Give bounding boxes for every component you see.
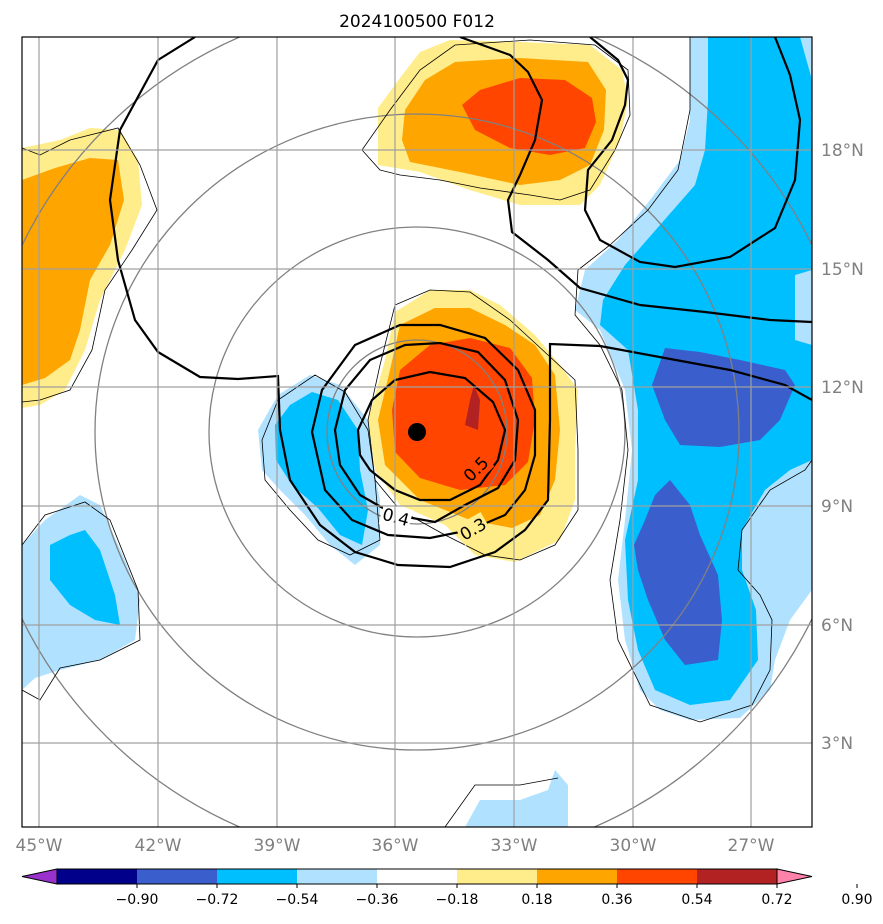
lat-tick-label: 15°N bbox=[821, 260, 864, 280]
thin-contour-center bbox=[367, 289, 579, 561]
colorbar-segment bbox=[377, 869, 458, 884]
lat-tick-labels: 3°N 6°N 9°N 12°N 15°N 18°N bbox=[821, 141, 864, 754]
colorbar-tick-label: 0.54 bbox=[681, 892, 712, 908]
shade-center-darkred bbox=[465, 385, 480, 430]
colorbar-tick-label: 0.18 bbox=[521, 892, 552, 908]
gridlines bbox=[22, 37, 812, 827]
colorbar-segment bbox=[57, 869, 138, 884]
colorbar-tick-label: 0.36 bbox=[601, 892, 632, 908]
shade-sw-blue bbox=[275, 392, 368, 545]
range-ring-2 bbox=[208, 226, 626, 638]
lat-tick-label: 18°N bbox=[821, 141, 864, 161]
colorbar-tick-label: −0.90 bbox=[116, 892, 159, 908]
lon-tick-label: 30°W bbox=[610, 836, 657, 856]
thin-contour-sw bbox=[261, 374, 381, 556]
lat-tick-label: 9°N bbox=[821, 497, 853, 517]
thin-contour-right bbox=[574, 37, 812, 723]
bold-contour-outer bbox=[108, 37, 812, 569]
colorbar-tick-label: 0.72 bbox=[761, 892, 792, 908]
shade-bottom-lightblue bbox=[465, 770, 568, 827]
colorbar-extend-high bbox=[776, 868, 813, 885]
range-ring-1 bbox=[326, 339, 508, 525]
lat-tick-label: 3°N bbox=[821, 734, 853, 754]
colorbar-frame bbox=[56, 868, 778, 885]
colorbar-tick-label: −0.18 bbox=[436, 892, 479, 908]
colorbar-extend-low bbox=[21, 868, 58, 885]
shade-right-royal-upper bbox=[652, 348, 795, 447]
thin-contour-ll bbox=[22, 501, 141, 701]
colorbar-segment bbox=[697, 869, 778, 884]
colorbar-segment bbox=[617, 869, 698, 884]
colorbar-tick-label: −0.54 bbox=[276, 892, 319, 908]
lon-tick-label: 36°W bbox=[372, 836, 419, 856]
colorbar-tick-label: 0.90 bbox=[841, 892, 872, 908]
figure-title: 2024100500 F012 bbox=[339, 12, 495, 32]
colorbar-segment bbox=[137, 869, 218, 884]
bold-contour-0-4 bbox=[333, 341, 520, 524]
colorbar-segment bbox=[537, 869, 618, 884]
lat-tick-label: 12°N bbox=[821, 378, 864, 398]
lon-tick-label: 33°W bbox=[491, 836, 538, 856]
shade-top-red bbox=[462, 78, 596, 155]
lon-tick-label: 27°W bbox=[728, 836, 775, 856]
lon-tick-labels: 45°W 42°W 39°W 36°W 33°W 30°W 27°W bbox=[16, 836, 775, 856]
thin-contour-left bbox=[22, 127, 158, 403]
colorbar-segment bbox=[457, 869, 538, 884]
shade-left-orange bbox=[22, 158, 124, 385]
contour-label-bg-0-3 bbox=[454, 511, 492, 547]
bold-contour-upper-ridge bbox=[459, 37, 812, 324]
shade-right-royal-lower bbox=[634, 480, 722, 665]
lon-tick-label: 42°W bbox=[135, 836, 182, 856]
colorbar-tick-label: −0.72 bbox=[196, 892, 239, 908]
map-frame bbox=[21, 36, 813, 828]
bold-contour-0-5 bbox=[356, 370, 507, 502]
lat-tick-label: 6°N bbox=[821, 616, 853, 636]
colorbar-tick-label: −0.36 bbox=[356, 892, 399, 908]
bold-contour-0-3 bbox=[310, 323, 537, 540]
storm-center-marker bbox=[408, 423, 426, 441]
lon-tick-label: 39°W bbox=[254, 836, 301, 856]
range-ring-3 bbox=[94, 113, 740, 751]
thin-contour-bottom bbox=[444, 777, 559, 827]
shade-ll-blue bbox=[50, 530, 120, 625]
colorbar-segment bbox=[297, 869, 378, 884]
colorbar-segment bbox=[217, 869, 298, 884]
colorbar: −0.90 −0.72 −0.54 −0.36 −0.18 0.18 0.36 0.54 0.7… bbox=[21, 868, 873, 908]
lon-tick-label: 45°W bbox=[16, 836, 63, 856]
range-rings bbox=[22, 37, 812, 827]
contour-label-bg-0-5 bbox=[457, 450, 495, 488]
contour-label-bg-0-4 bbox=[378, 502, 414, 532]
